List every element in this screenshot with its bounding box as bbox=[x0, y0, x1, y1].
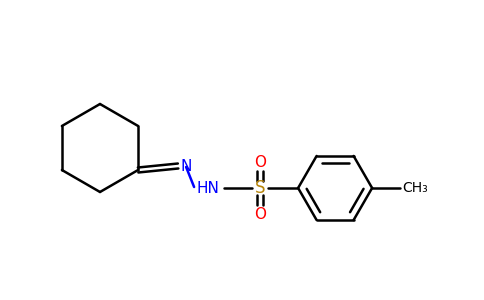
Text: HN: HN bbox=[196, 181, 219, 196]
Text: S: S bbox=[255, 179, 265, 197]
Text: O: O bbox=[254, 154, 266, 169]
Text: CH₃: CH₃ bbox=[402, 181, 428, 195]
Text: N: N bbox=[180, 158, 192, 173]
Text: O: O bbox=[254, 206, 266, 221]
